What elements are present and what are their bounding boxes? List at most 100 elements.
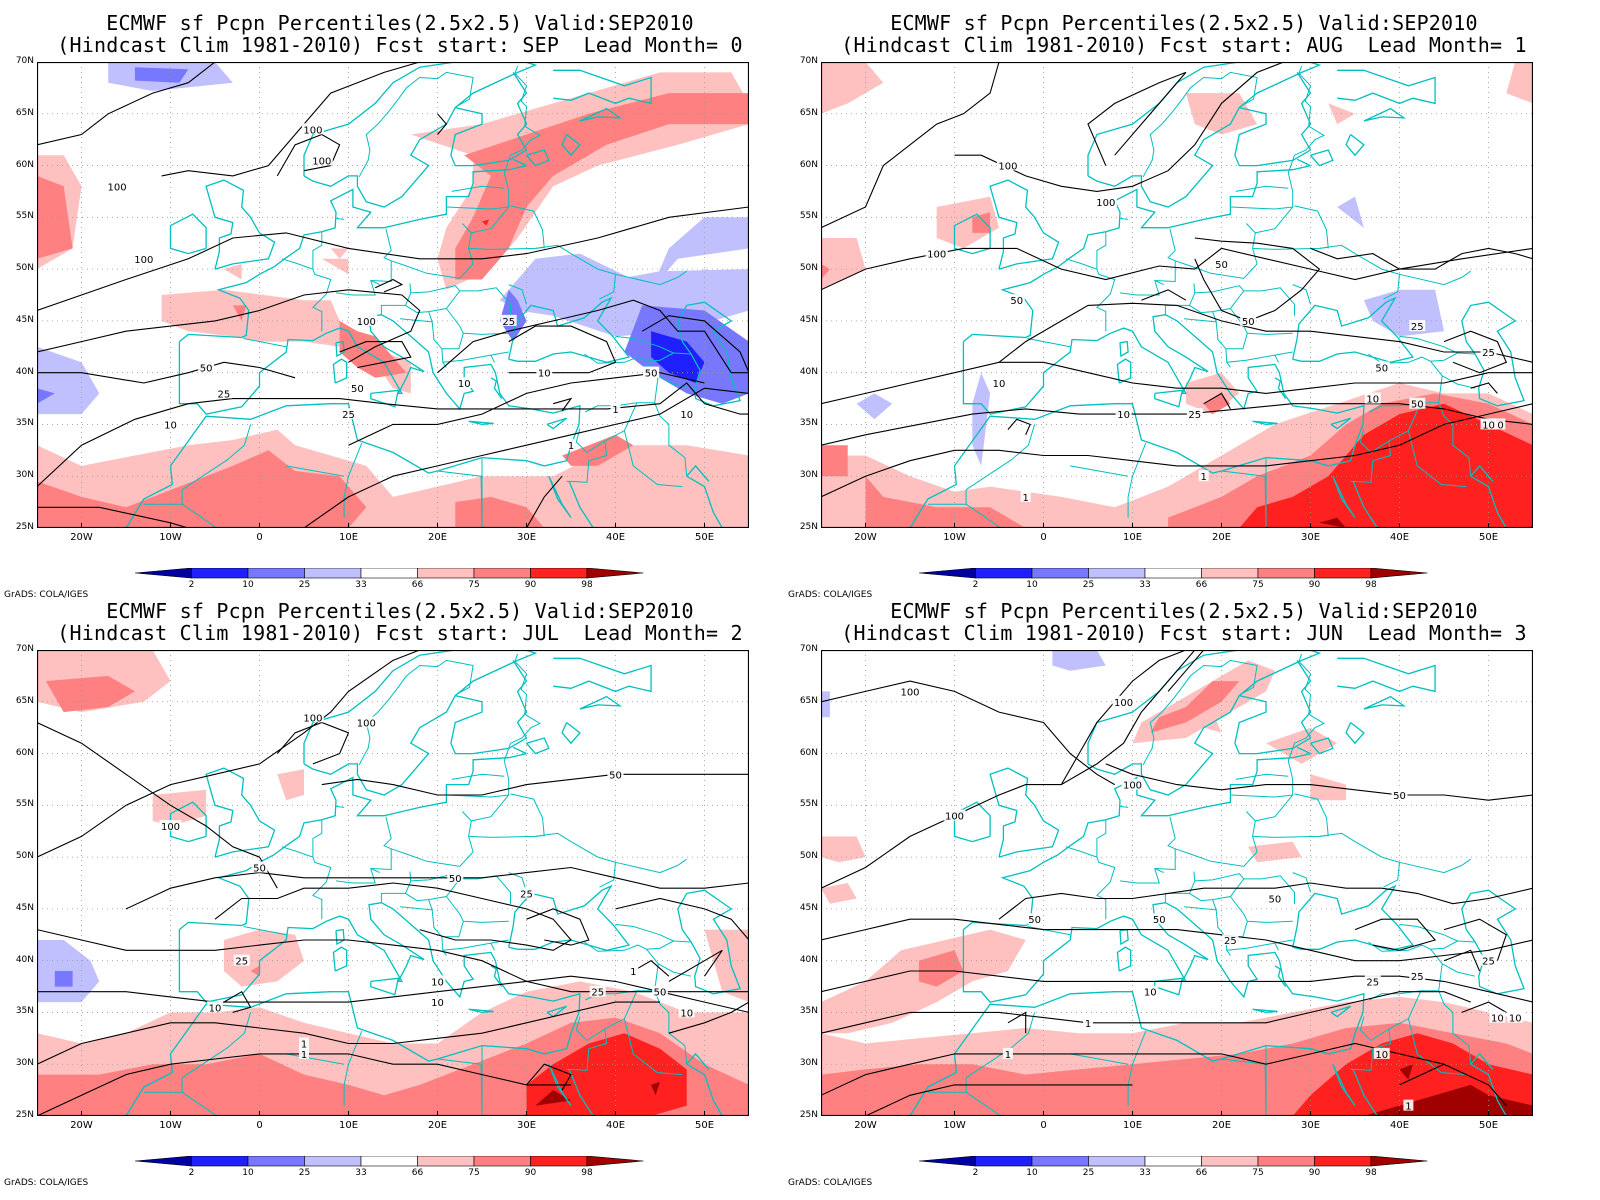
latitude-tick-label: 65N <box>799 695 818 706</box>
longitude-tick-label: 30E <box>1300 1120 1321 1131</box>
percentile-shade-red-mid <box>455 93 749 280</box>
percentile-shade-blue-light <box>615 269 749 311</box>
coastline <box>512 158 527 167</box>
country-border <box>1175 811 1258 867</box>
contour-line <box>633 960 670 977</box>
contour-label: 10 <box>458 379 471 390</box>
colorbar-arrow-right <box>1370 568 1428 579</box>
longitude-tick-label: 20W <box>854 532 877 543</box>
country-border <box>535 244 617 300</box>
percentile-shade-red-light <box>936 196 999 249</box>
coastline <box>468 420 494 426</box>
coastline <box>909 902 1365 1116</box>
contour-label: 1 <box>1005 1050 1011 1061</box>
coastline <box>686 1052 710 1070</box>
country-border <box>446 794 509 798</box>
contour-label: 50 <box>1028 915 1041 926</box>
coastline <box>1234 660 1312 755</box>
contour-line <box>1443 330 1508 374</box>
colorbar-segment <box>1201 568 1259 579</box>
latitude-tick-label: 30N <box>15 470 34 481</box>
contour-line <box>303 387 749 528</box>
contour-label: 50 <box>351 384 364 395</box>
country-border <box>615 923 674 942</box>
percentile-shade-red-light <box>223 263 242 280</box>
coastline <box>335 340 345 358</box>
coastline <box>178 164 527 343</box>
contour-line <box>37 361 296 384</box>
contour-label-bg <box>566 439 576 451</box>
contour-label: 100 <box>312 156 331 167</box>
coastline <box>205 179 276 270</box>
percentile-shade-red-light <box>321 258 349 275</box>
contour-label-bg <box>652 985 668 997</box>
contour-label-bg <box>628 965 639 977</box>
country-border <box>286 1053 345 1065</box>
colorbar-label: 90 <box>525 580 537 588</box>
panel-lead0: ECMWF sf Pcpn Percentiles(2.5x2.5) Valid… <box>0 0 800 600</box>
longitude-tick-label: 50E <box>694 1120 715 1131</box>
country-border <box>1430 352 1476 362</box>
percentile-shade-red-dark <box>651 1081 660 1096</box>
country-border <box>535 832 617 888</box>
map-frame <box>821 650 1533 1116</box>
grads-credit: GrADS: COLA/IGES <box>4 590 89 600</box>
country-border <box>1235 773 1289 780</box>
colorbar-arrow-left <box>135 568 192 579</box>
longitude-tick-label: 30E <box>1300 532 1321 543</box>
contour-label: 25 <box>1224 936 1237 947</box>
contour-label-bg <box>925 247 948 259</box>
coastline <box>568 481 594 528</box>
contour-label-bg <box>1240 314 1257 326</box>
contour-line <box>821 361 1533 405</box>
contour-label: 50 <box>654 988 667 999</box>
colorbar-label: 75 <box>1252 1168 1263 1176</box>
contour-label: 50 <box>1269 895 1282 906</box>
country-border <box>1027 926 1071 936</box>
country-border <box>1274 354 1279 363</box>
contour-label-bg <box>429 996 446 1008</box>
percentile-shade-red-mid <box>865 476 1026 528</box>
coastline <box>1310 149 1334 167</box>
longitude-tick-label: 30E <box>516 532 537 543</box>
coastline <box>1352 1069 1378 1116</box>
contour-label: 10 <box>1482 420 1495 431</box>
country-border <box>1230 206 1293 210</box>
coastline <box>526 737 550 755</box>
country-border <box>1441 963 1476 977</box>
contour-line <box>526 475 563 528</box>
coastline <box>1296 158 1311 167</box>
colorbar-label: 98 <box>581 580 593 588</box>
contour-label-bg <box>299 1047 309 1059</box>
colorbar-label: 25 <box>1083 580 1094 588</box>
grads-credit: GrADS: COLA/IGES <box>4 1178 89 1188</box>
contour-line <box>1167 650 1205 692</box>
coastline <box>490 965 503 987</box>
colorbar-label: 66 <box>1196 580 1208 588</box>
country-border <box>437 470 483 528</box>
country-border <box>181 1012 252 1079</box>
contour-label: 10 <box>1509 1014 1522 1025</box>
longitude-tick-label: 10W <box>943 1120 966 1131</box>
country-border <box>615 858 687 874</box>
contour-line <box>1194 237 1321 322</box>
country-border <box>1154 868 1164 874</box>
contour-label: 10 <box>538 369 551 380</box>
coastline <box>205 767 276 858</box>
latitude-tick-label: 35N <box>15 418 34 429</box>
coastline <box>677 301 741 407</box>
colorbar-segment <box>191 1156 249 1167</box>
coastline <box>579 107 623 122</box>
contour-label: 100 <box>927 250 946 261</box>
coastline <box>962 164 1311 343</box>
longitude-tick-label: 10W <box>943 532 966 543</box>
colorbar-segment <box>473 568 531 579</box>
contour-label: 1 <box>630 967 636 978</box>
contour-label: 10 <box>680 410 693 421</box>
colorbar-segment <box>417 568 475 579</box>
country-border <box>1189 285 1245 314</box>
percentile-shade-red-mid <box>45 675 135 713</box>
longitude-tick-label: 10W <box>159 1120 182 1131</box>
contour-label-bg <box>518 887 535 899</box>
